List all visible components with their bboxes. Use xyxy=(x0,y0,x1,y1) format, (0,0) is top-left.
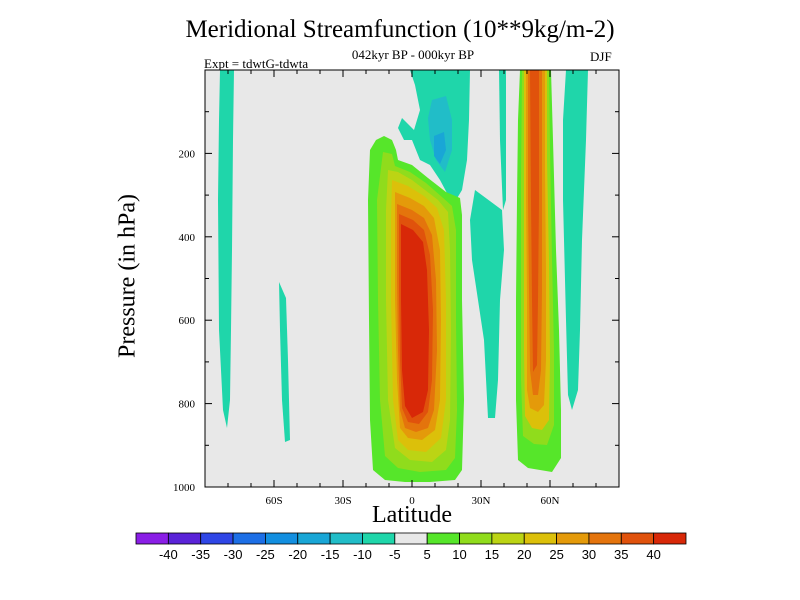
contour-south-lower-patch xyxy=(279,282,290,442)
colorbar-label: 25 xyxy=(549,547,563,562)
x-tick-label: 30S xyxy=(334,495,351,507)
colorbar-swatch xyxy=(556,532,590,545)
colorbar-swatch xyxy=(426,532,460,545)
x-tick-label: 60N xyxy=(541,495,560,507)
colorbar-swatch xyxy=(491,532,525,545)
colorbar-swatch xyxy=(329,532,363,545)
y-tick-label: 800 xyxy=(179,399,196,411)
colorbar-label: -5 xyxy=(389,547,401,562)
colorbar-label: 20 xyxy=(517,547,531,562)
colorbar-swatch xyxy=(653,532,687,545)
contour-north-subtropical-negative xyxy=(470,190,504,418)
colorbar-label: -10 xyxy=(353,547,372,562)
y-tick-label: 600 xyxy=(179,315,196,327)
season-label: DJF xyxy=(590,49,612,64)
colorbar-label: 5 xyxy=(424,547,431,562)
contour-north-subtropical-thin xyxy=(499,70,506,210)
north-positive-band xyxy=(516,70,561,472)
equatorial-positive-cell xyxy=(368,136,464,482)
colorbar-label: -35 xyxy=(191,547,210,562)
colorbar-label: -25 xyxy=(256,547,275,562)
contour-upper-tropical-negative-core xyxy=(434,132,446,164)
y-tick-label: 400 xyxy=(179,232,196,244)
colorbar-label: -15 xyxy=(321,547,340,562)
colorbar-swatch xyxy=(200,532,234,545)
colorbar-swatch xyxy=(297,532,331,545)
colorbar-label: -20 xyxy=(288,547,307,562)
chart-subtitle: 042kyr BP - 000kyr BP xyxy=(351,47,475,62)
contour-fields xyxy=(218,70,588,482)
colorbar-swatch xyxy=(135,532,169,545)
colorbar-swatch xyxy=(588,532,622,545)
colorbar-swatch xyxy=(620,532,655,545)
colorbar-label: 15 xyxy=(485,547,499,562)
colorbar: -40 -35 -30 -25 -20 -15 -10 -5 5 10 15 20 25 30 35 40 xyxy=(135,532,687,562)
colorbar-swatch xyxy=(265,532,299,545)
x-axis-label: Latitude xyxy=(372,502,452,528)
contour-north-negative-band xyxy=(563,70,588,410)
contour-south-negative-band xyxy=(218,70,234,428)
colorbar-swatch xyxy=(167,532,202,545)
colorbar-label: 30 xyxy=(582,547,596,562)
experiment-label: Expt = tdwtG-tdwta xyxy=(204,56,309,71)
x-tick-label: 0 xyxy=(409,495,415,507)
colorbar-swatch xyxy=(523,532,557,545)
y-axis-ticks: 200 400 600 800 1000 xyxy=(173,111,619,494)
y-tick-label: 1000 xyxy=(173,482,196,494)
colorbar-swatch xyxy=(232,532,266,545)
chart-title: Meridional Streamfunction (10**9kg/m-2) xyxy=(185,16,615,43)
colorbar-label: 35 xyxy=(614,547,628,562)
x-tick-label: 30N xyxy=(472,495,491,507)
x-tick-label: 60S xyxy=(265,495,282,507)
colorbar-label: -30 xyxy=(224,547,243,562)
colorbar-swatch xyxy=(394,532,428,545)
colorbar-label: -40 xyxy=(159,547,178,562)
x-axis-ticks: 60S 30S 0 30N 60N xyxy=(227,70,597,507)
colorbar-label: 40 xyxy=(646,547,660,562)
colorbar-swatch xyxy=(362,532,396,545)
colorbar-swatch xyxy=(459,532,493,545)
y-tick-label: 200 xyxy=(179,148,196,160)
colorbar-label: 10 xyxy=(452,547,466,562)
